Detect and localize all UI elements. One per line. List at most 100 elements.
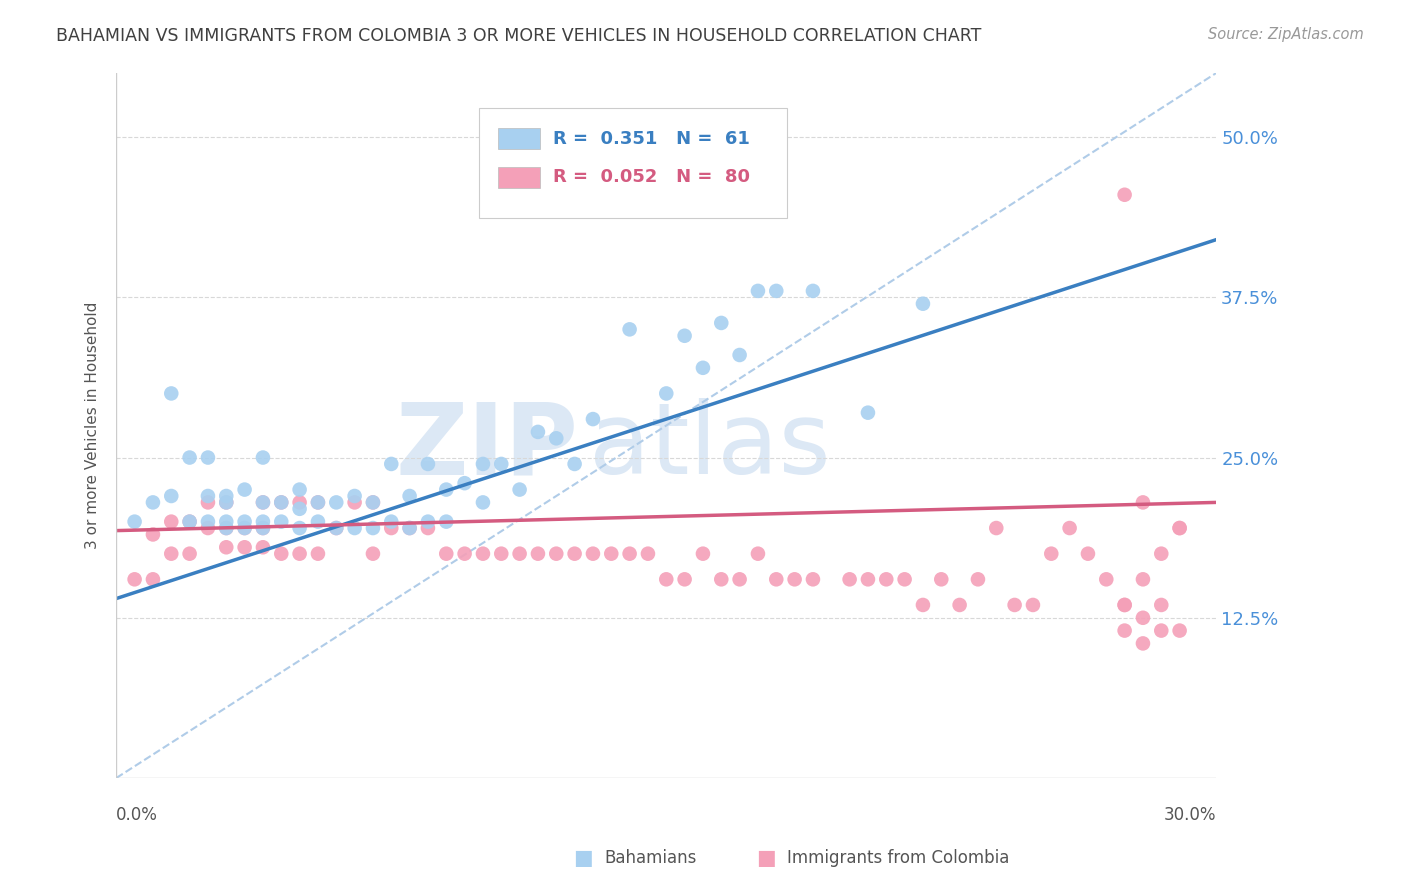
Point (434, 547, 457, 561)
Point (398, 489, 420, 503)
Point (398, 521, 420, 535)
Point (215, 495, 238, 509)
Point (1114, 598, 1136, 612)
Point (288, 501, 311, 516)
Point (380, 521, 402, 535)
Point (929, 572, 952, 586)
Point (1168, 521, 1191, 535)
Point (434, 483, 457, 497)
Text: Source: ZipAtlas.com: Source: ZipAtlas.com (1208, 27, 1364, 42)
Point (215, 521, 238, 535)
Point (124, 572, 146, 586)
Point (215, 515, 238, 529)
Point (197, 515, 219, 529)
Point (710, 316, 733, 330)
Point (343, 495, 366, 509)
Point (509, 483, 531, 497)
Point (1059, 521, 1081, 535)
Point (197, 521, 219, 535)
Point (179, 515, 201, 529)
Point (307, 515, 329, 529)
Y-axis label: 3 or more Vehicles in Household: 3 or more Vehicles in Household (86, 301, 100, 549)
Point (747, 547, 769, 561)
Point (546, 547, 568, 561)
Point (1095, 572, 1118, 586)
Point (142, 572, 165, 586)
Point (361, 495, 384, 509)
Text: R =  0.052   N =  80: R = 0.052 N = 80 (553, 169, 749, 186)
Point (215, 541, 238, 555)
Point (911, 296, 934, 310)
Point (1132, 611, 1154, 625)
Point (1077, 547, 1099, 561)
Point (252, 495, 274, 509)
Point (911, 598, 934, 612)
Point (1168, 624, 1191, 638)
Point (1132, 572, 1154, 586)
Point (856, 406, 879, 420)
Point (527, 547, 550, 561)
Point (728, 348, 751, 362)
Point (619, 322, 641, 336)
Point (179, 515, 201, 529)
Point (160, 489, 183, 503)
Text: BAHAMIAN VS IMMIGRANTS FROM COLOMBIA 3 OR MORE VEHICLES IN HOUSEHOLD CORRELATION: BAHAMIAN VS IMMIGRANTS FROM COLOMBIA 3 O… (56, 27, 981, 45)
Point (252, 521, 274, 535)
Point (197, 489, 219, 503)
Point (252, 515, 274, 529)
Point (307, 495, 329, 509)
Point (673, 328, 696, 343)
Point (307, 547, 329, 561)
Point (233, 541, 256, 555)
Point (343, 521, 366, 535)
Point (233, 521, 256, 535)
Text: 30.0%: 30.0% (1164, 806, 1216, 824)
Point (1132, 495, 1154, 509)
Point (491, 457, 513, 471)
Point (564, 457, 586, 471)
FancyBboxPatch shape (479, 108, 787, 218)
Point (288, 495, 311, 509)
Point (270, 495, 292, 509)
Point (692, 360, 714, 375)
FancyBboxPatch shape (498, 167, 540, 188)
Text: Bahamians: Bahamians (605, 849, 697, 867)
Point (307, 495, 329, 509)
Point (215, 495, 238, 509)
Point (471, 457, 494, 471)
Point (1022, 598, 1045, 612)
Point (434, 515, 457, 529)
Point (655, 572, 678, 586)
Point (600, 547, 623, 561)
Point (673, 572, 696, 586)
Point (398, 521, 420, 535)
Point (1114, 187, 1136, 202)
Point (270, 547, 292, 561)
Point (233, 515, 256, 529)
Point (655, 386, 678, 401)
Point (197, 495, 219, 509)
Point (546, 431, 568, 445)
Point (1150, 624, 1173, 638)
Text: R =  0.351   N =  61: R = 0.351 N = 61 (553, 129, 749, 147)
Point (491, 547, 513, 561)
Point (856, 572, 879, 586)
Text: 0.0%: 0.0% (117, 806, 157, 824)
Point (582, 412, 605, 426)
Point (288, 521, 311, 535)
Point (288, 547, 311, 561)
Text: Immigrants from Colombia: Immigrants from Colombia (787, 849, 1010, 867)
Point (325, 495, 347, 509)
Point (252, 541, 274, 555)
Point (1004, 598, 1026, 612)
Point (416, 457, 439, 471)
Point (838, 572, 860, 586)
Point (215, 489, 238, 503)
Point (160, 515, 183, 529)
Point (453, 547, 475, 561)
Point (288, 483, 311, 497)
Point (124, 515, 146, 529)
Point (1040, 547, 1063, 561)
Point (728, 572, 751, 586)
Text: ■: ■ (574, 848, 593, 868)
